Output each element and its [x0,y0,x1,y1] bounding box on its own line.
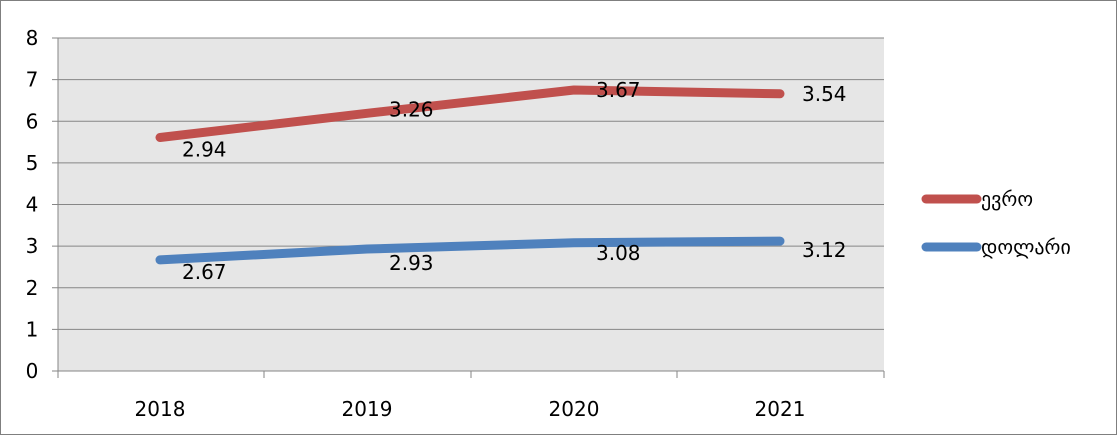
x-tick-label: 2020 [549,397,600,421]
y-tick-label: 8 [26,26,39,50]
y-tick-label: 7 [26,68,39,92]
y-tick-label: 5 [26,151,39,175]
legend-label: ევრო [981,187,1033,211]
y-tick-label: 6 [26,109,39,133]
y-tick-label: 1 [26,317,39,341]
y-tick-label: 2 [26,276,39,300]
y-tick-label: 0 [26,359,39,383]
legend-label: დოლარი [981,235,1071,259]
data-label: 3.08 [596,241,641,265]
data-label: 3.67 [596,78,641,102]
data-label: 3.26 [389,97,434,121]
x-tick-label: 2018 [135,397,186,421]
data-label: 2.67 [182,260,227,284]
data-label: 2.94 [182,137,227,161]
data-label: 3.12 [802,238,847,262]
legend: ევრო დოლარი [926,187,1071,259]
data-label: 2.93 [389,251,434,275]
x-tick-label: 2019 [342,397,393,421]
y-tick-label: 4 [26,193,39,217]
data-label: 3.54 [802,82,847,106]
y-tick-label: 3 [26,234,39,258]
x-tick-label: 2021 [755,397,806,421]
